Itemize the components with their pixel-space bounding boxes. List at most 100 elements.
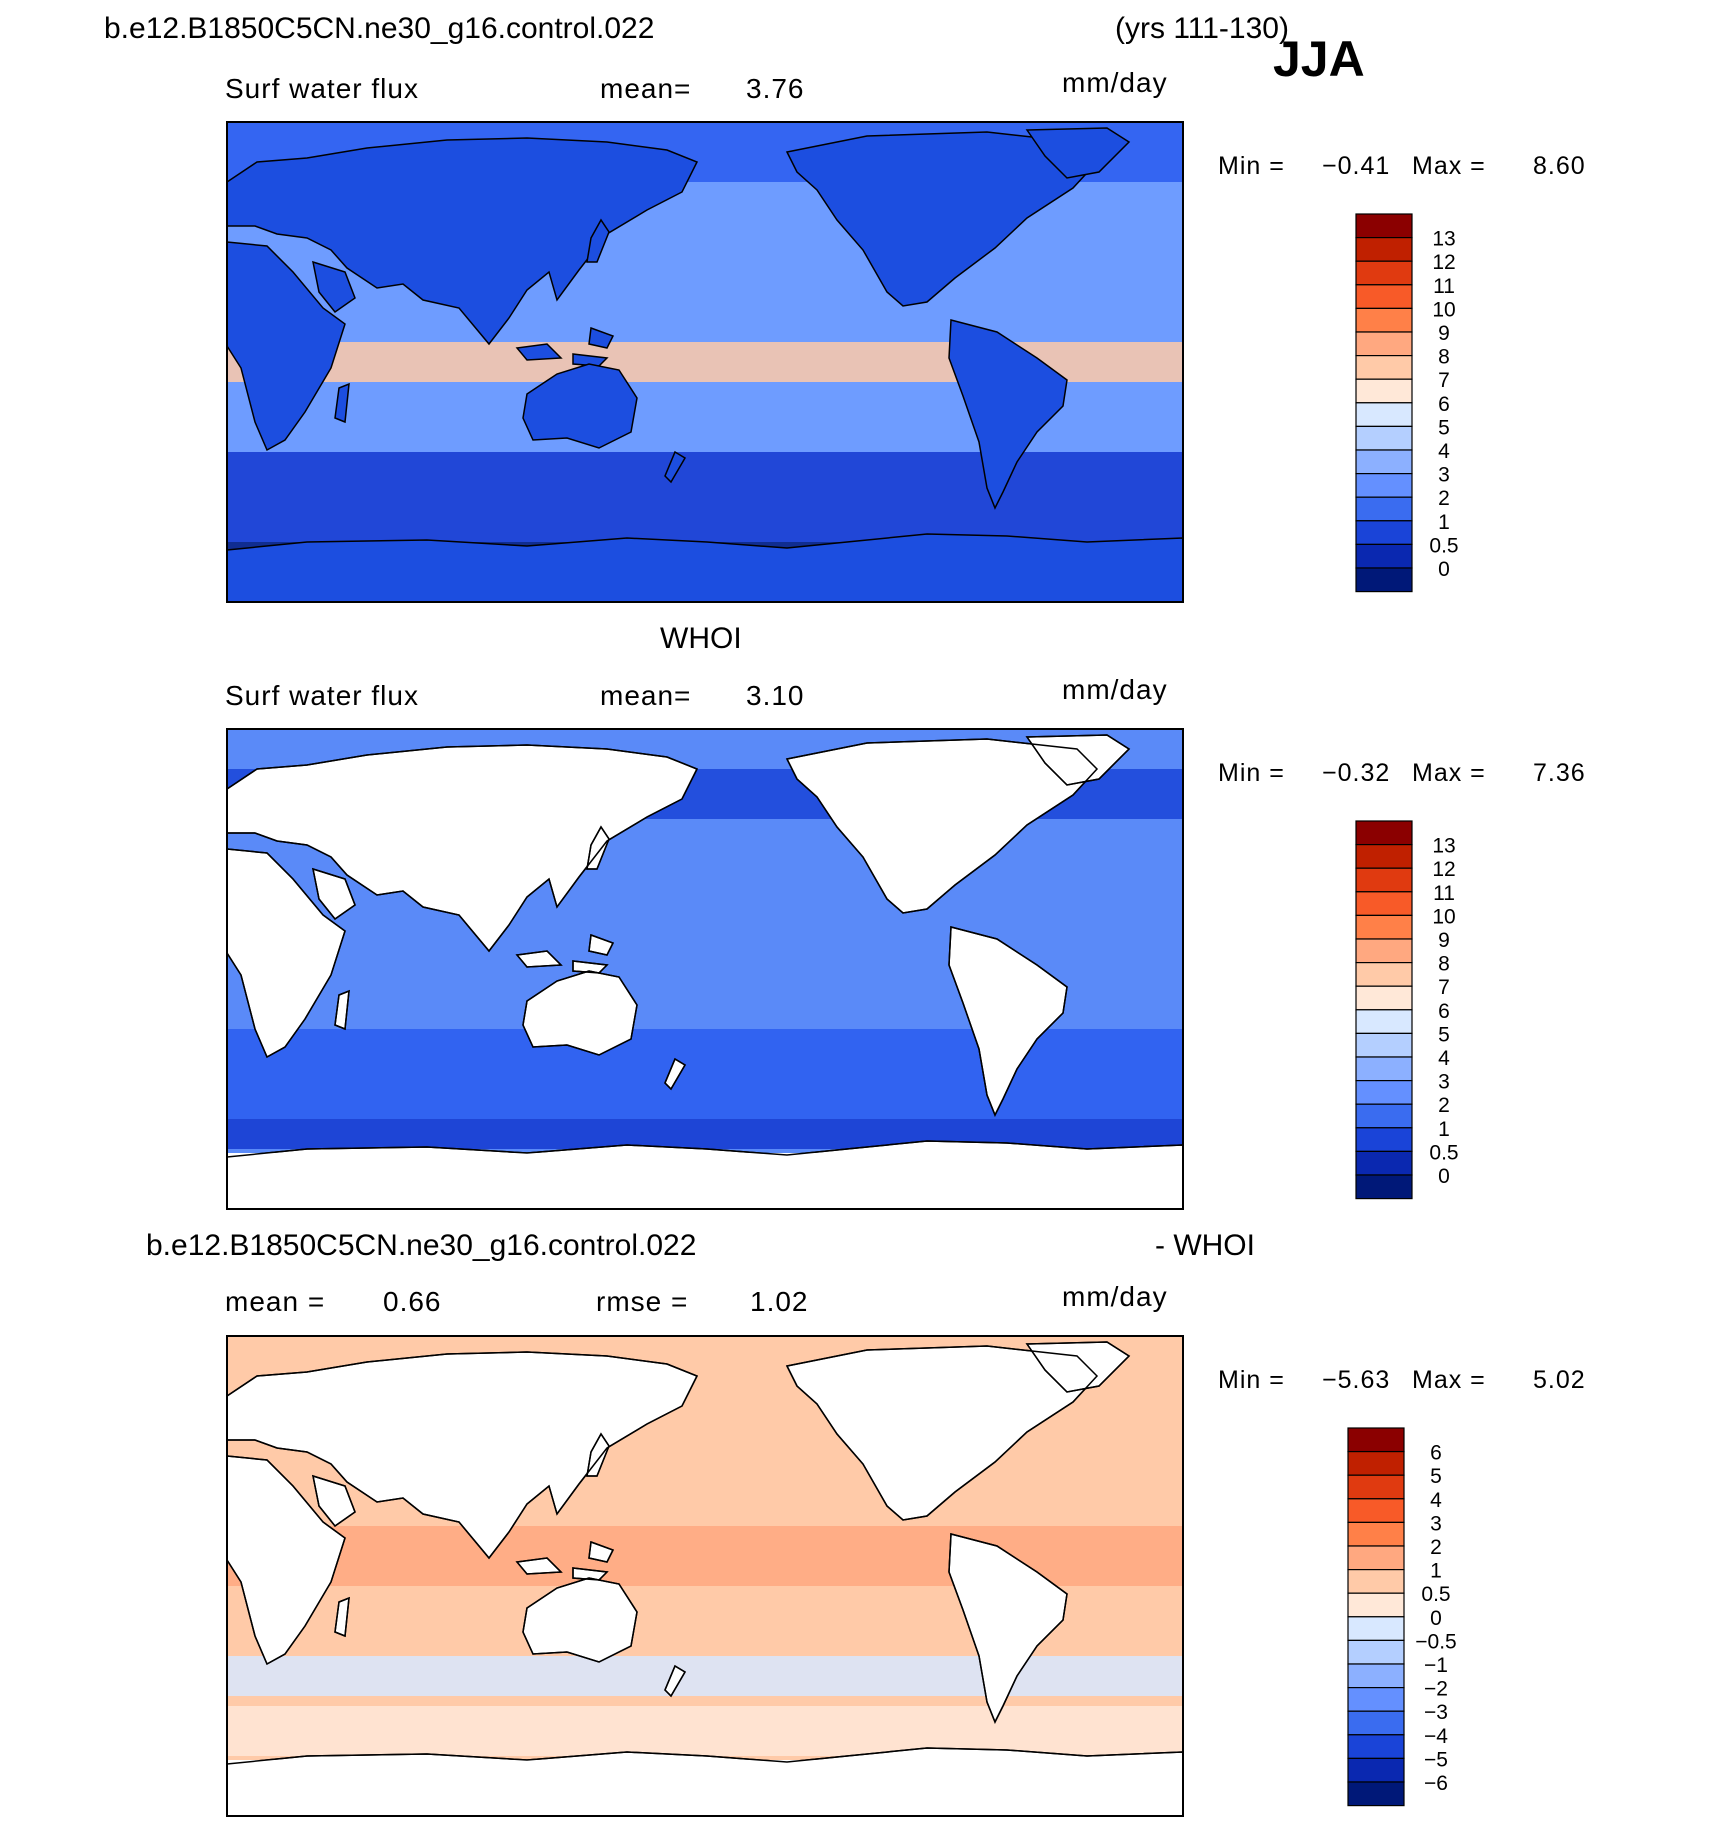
colorbar-diff-label: 6 xyxy=(1430,1442,1442,1465)
colorbar-obs-label: 0.5 xyxy=(1429,1141,1458,1164)
colorbar-obs-swatch xyxy=(1355,1103,1413,1129)
map-obs-band xyxy=(227,1119,1183,1149)
colorbar-model-swatch xyxy=(1355,307,1413,333)
colorbar-model-swatch xyxy=(1355,355,1413,380)
panel2-variable: Surf water flux xyxy=(225,680,419,711)
colorbar-obs-swatch xyxy=(1355,938,1413,964)
colorbar-model-label: 2 xyxy=(1438,487,1450,510)
panel2-min-value: −0.32 xyxy=(1322,759,1391,787)
map-model-frame xyxy=(226,121,1184,603)
panel1-max-value: 8.60 xyxy=(1533,152,1586,180)
colorbar-diff-swatch xyxy=(1347,1616,1405,1642)
colorbar-model-swatch xyxy=(1355,425,1413,451)
colorbar-model-label: 4 xyxy=(1438,440,1450,463)
colorbar-diff-swatch xyxy=(1347,1710,1405,1736)
colorbar-diff-label: 1 xyxy=(1430,1560,1442,1583)
years-label: (yrs 111-130) xyxy=(1115,12,1289,45)
colorbar-model-label: 1 xyxy=(1438,511,1450,534)
colorbar-diff-swatch xyxy=(1347,1663,1405,1689)
colorbar-obs-swatch xyxy=(1355,1056,1413,1082)
map-diff-nodata xyxy=(227,1760,1183,1816)
colorbar-model-swatch xyxy=(1355,260,1413,286)
colorbar-model-label: 0 xyxy=(1438,558,1450,581)
panel3-max-label: Max = xyxy=(1412,1366,1486,1394)
colorbar-model-label: 12 xyxy=(1432,251,1455,274)
panel3-min-value: −5.63 xyxy=(1322,1366,1391,1394)
colorbar-obs-swatch xyxy=(1355,1032,1413,1058)
colorbar-obs-label: 8 xyxy=(1438,953,1450,976)
panel2-title: WHOI xyxy=(660,622,742,655)
map-obs-frame xyxy=(226,728,1184,1210)
panel1-min-value: −0.41 xyxy=(1322,152,1391,180)
panel3-rmse-label: rmse = xyxy=(596,1286,689,1317)
colorbar-obs-swatch xyxy=(1355,1009,1413,1034)
panel2-mean-label: mean= xyxy=(600,680,692,711)
map-obs-nodata xyxy=(227,1153,1183,1209)
colorbar-diff-swatch xyxy=(1347,1686,1405,1712)
colorbar-obs-label: 12 xyxy=(1432,858,1455,881)
colorbar-model-label: 7 xyxy=(1438,369,1450,392)
colorbar-model-swatch xyxy=(1355,213,1413,239)
colorbar-diff-label: 5 xyxy=(1430,1465,1442,1488)
colorbar-diff-swatch xyxy=(1347,1521,1405,1547)
colorbar-obs-label: 1 xyxy=(1438,1118,1450,1141)
colorbar-obs-swatch xyxy=(1355,961,1413,987)
colorbar-obs-swatch xyxy=(1355,820,1413,846)
panel2-mean-value: 3.10 xyxy=(746,680,805,711)
colorbar-diff-label: −5 xyxy=(1424,1748,1448,1771)
colorbar-model-swatch xyxy=(1355,378,1413,404)
colorbar-model-swatch xyxy=(1355,402,1413,427)
colorbar-model-label: 11 xyxy=(1433,275,1455,298)
colorbar-diff-swatch xyxy=(1347,1781,1405,1807)
panel1-units: mm/day xyxy=(1062,67,1168,98)
colorbar-diff-swatch xyxy=(1347,1568,1405,1594)
colorbar-diff-swatch xyxy=(1347,1734,1405,1760)
colorbar-model-swatch xyxy=(1355,473,1413,498)
panel3-title-right: - WHOI xyxy=(1155,1229,1255,1262)
panel1-max-label: Max = xyxy=(1412,152,1486,180)
panel3-rmse-value: 1.02 xyxy=(750,1286,809,1317)
colorbar-obs-label: 11 xyxy=(1433,882,1455,905)
panel1-min-label: Min = xyxy=(1218,152,1285,180)
colorbar-obs-swatch xyxy=(1355,1079,1413,1105)
colorbar-diff-swatch xyxy=(1347,1639,1405,1665)
colorbar-diff-label: −0.5 xyxy=(1415,1630,1456,1653)
colorbar-obs-label: 13 xyxy=(1432,835,1455,858)
colorbar-model-swatch xyxy=(1355,449,1413,475)
map-diff-band xyxy=(227,1706,1183,1756)
map-diff xyxy=(226,1335,1184,1817)
colorbar-obs-swatch xyxy=(1355,867,1413,893)
colorbar-model-label: 13 xyxy=(1432,228,1455,251)
colorbar-obs-swatch xyxy=(1355,891,1413,916)
colorbar-diff-label: 3 xyxy=(1430,1512,1442,1535)
colorbar-obs-label: 6 xyxy=(1438,1000,1450,1023)
season-label: JJA xyxy=(1273,31,1365,87)
panel3-mean-value: 0.66 xyxy=(383,1286,442,1317)
colorbar-obs-label: 4 xyxy=(1438,1047,1450,1070)
colorbar-obs-swatch xyxy=(1355,1150,1413,1176)
panel3-units: mm/day xyxy=(1062,1281,1168,1312)
colorbar-obs-swatch xyxy=(1355,1127,1413,1153)
colorbar-model-swatch xyxy=(1355,331,1413,357)
panel3-title-left: b.e12.B1850C5CN.ne30_g16.control.022 xyxy=(146,1229,697,1262)
colorbar-diff-swatch xyxy=(1347,1450,1405,1476)
colorbar-diff-swatch xyxy=(1347,1757,1405,1783)
panel2-min-label: Min = xyxy=(1218,759,1285,787)
colorbar-model-label: 8 xyxy=(1438,346,1450,369)
map-model-band xyxy=(227,452,1183,542)
colorbar-obs-label: 10 xyxy=(1432,905,1455,928)
colorbar-diff-label: −3 xyxy=(1424,1701,1448,1724)
colorbar-obs-swatch xyxy=(1355,914,1413,940)
panel2-max-label: Max = xyxy=(1412,759,1486,787)
colorbar-diff-label: 4 xyxy=(1430,1489,1442,1512)
colorbar-diff-label: 0 xyxy=(1430,1607,1442,1630)
colorbar-model-label: 5 xyxy=(1438,416,1450,439)
colorbar-model-swatch xyxy=(1355,567,1413,593)
map-obs-band xyxy=(227,1029,1183,1119)
colorbar-diff-swatch xyxy=(1347,1498,1405,1524)
panel3-mean-label: mean = xyxy=(225,1286,326,1317)
colorbar-obs-label: 2 xyxy=(1438,1094,1450,1117)
colorbar-model-label: 0.5 xyxy=(1429,534,1458,557)
